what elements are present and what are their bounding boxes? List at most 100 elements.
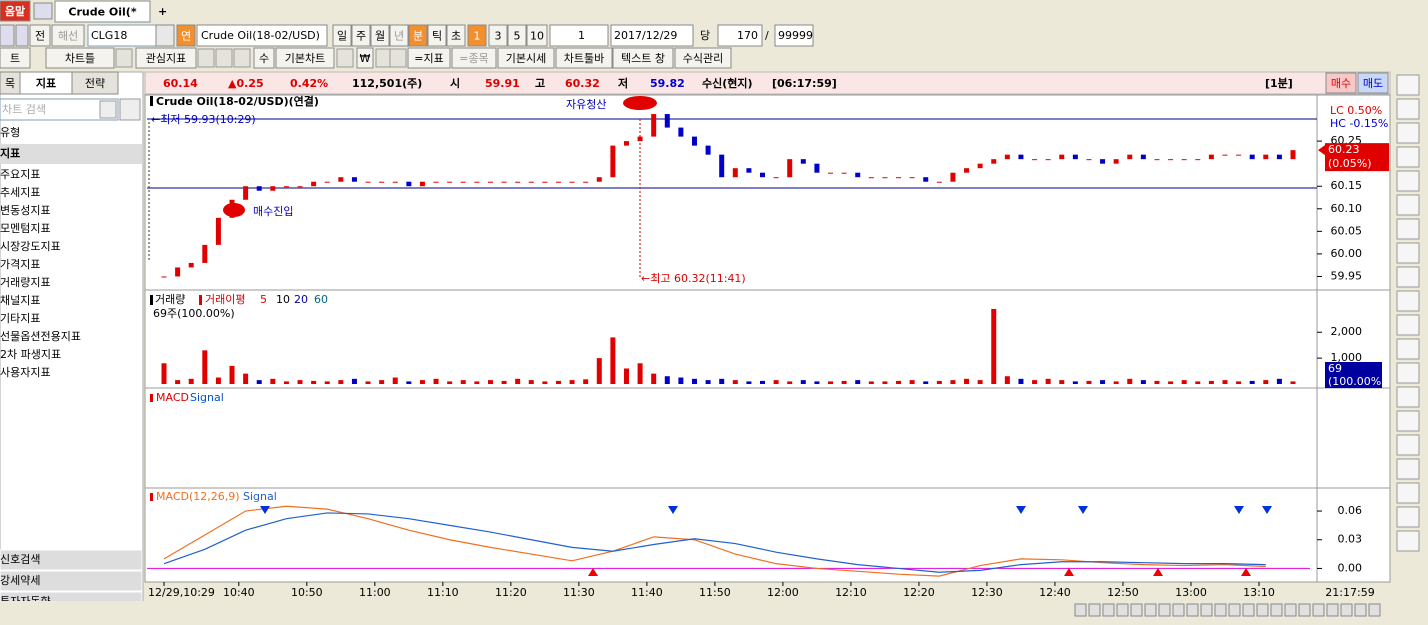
button-label[interactable]: 매도 bbox=[1363, 77, 1383, 90]
tool-button[interactable] bbox=[1396, 170, 1420, 192]
tool-button[interactable] bbox=[1396, 74, 1420, 96]
button-label[interactable]: 월 bbox=[375, 30, 385, 43]
tool-button[interactable] bbox=[1396, 338, 1420, 360]
tool-button[interactable] bbox=[1298, 603, 1311, 617]
icon-button[interactable] bbox=[336, 48, 354, 68]
button-label[interactable]: 5 bbox=[514, 30, 521, 43]
button-label[interactable]: 일 bbox=[337, 29, 347, 43]
label[interactable]: 170 bbox=[737, 29, 758, 42]
icon-button[interactable] bbox=[197, 48, 215, 68]
button-label[interactable]: 트 bbox=[10, 52, 20, 65]
label[interactable]: 차트 검색 bbox=[2, 103, 46, 116]
button-label[interactable]: 틱 bbox=[432, 30, 442, 43]
clear-button[interactable] bbox=[99, 100, 117, 119]
button[interactable] bbox=[0, 0, 31, 22]
tool-button[interactable] bbox=[1158, 603, 1171, 617]
tool-button[interactable] bbox=[1270, 603, 1283, 617]
tool-button[interactable] bbox=[1396, 434, 1420, 456]
tool-button[interactable] bbox=[1396, 458, 1420, 480]
tool-button[interactable] bbox=[1130, 603, 1143, 617]
button-label[interactable]: 전 bbox=[35, 30, 45, 43]
button[interactable] bbox=[407, 47, 451, 69]
sidebar-item[interactable]: 채널지표 bbox=[0, 294, 40, 307]
button-label[interactable]: 연 bbox=[181, 30, 191, 43]
sidebar-item[interactable]: 주요지표 bbox=[0, 168, 40, 181]
sidebar-item[interactable]: 거래량지표 bbox=[0, 276, 51, 289]
button-label[interactable]: 텍스트 창 bbox=[621, 52, 665, 65]
sidebar-item[interactable]: 기타지표 bbox=[0, 312, 40, 325]
sidebar-item[interactable]: 변동성지표 bbox=[0, 204, 51, 217]
button[interactable] bbox=[370, 24, 390, 47]
tool-button[interactable] bbox=[1396, 362, 1420, 384]
icon-button[interactable] bbox=[215, 48, 233, 68]
sidebar-item[interactable]: 유형 bbox=[0, 126, 20, 139]
tool-button[interactable] bbox=[1312, 603, 1325, 617]
tool-button[interactable] bbox=[1396, 98, 1420, 120]
button[interactable] bbox=[135, 47, 197, 69]
icon-button[interactable] bbox=[115, 48, 133, 68]
button-label[interactable]: =종목 bbox=[459, 52, 488, 65]
button[interactable] bbox=[612, 47, 674, 69]
button[interactable] bbox=[356, 47, 374, 69]
tool-button[interactable] bbox=[1396, 122, 1420, 144]
search-icon[interactable] bbox=[155, 24, 175, 47]
button[interactable] bbox=[275, 47, 335, 69]
icon-button[interactable] bbox=[233, 48, 251, 68]
tool-button[interactable] bbox=[1396, 290, 1420, 312]
tool-button[interactable] bbox=[1396, 242, 1420, 264]
button-label[interactable]: 3 bbox=[495, 30, 502, 43]
button[interactable] bbox=[45, 47, 115, 69]
tool-button[interactable] bbox=[1396, 314, 1420, 336]
tool-button[interactable] bbox=[1396, 146, 1420, 168]
tool-button[interactable] bbox=[1396, 218, 1420, 240]
tool-button[interactable] bbox=[1354, 603, 1367, 617]
button-label[interactable]: 주 bbox=[356, 30, 366, 43]
button-label[interactable]: 차트툴바 bbox=[564, 52, 604, 65]
input[interactable] bbox=[774, 24, 814, 47]
button-label[interactable]: ₩ bbox=[360, 52, 371, 65]
label[interactable]: + bbox=[158, 5, 167, 18]
tool-button[interactable] bbox=[1074, 603, 1087, 617]
sidebar-item[interactable]: 추세지표 bbox=[0, 186, 40, 199]
sidebar-section[interactable] bbox=[0, 570, 143, 592]
button[interactable] bbox=[389, 24, 409, 47]
button[interactable] bbox=[71, 71, 119, 95]
button[interactable] bbox=[427, 24, 447, 47]
tool-button[interactable] bbox=[1326, 603, 1339, 617]
tool-button[interactable] bbox=[1116, 603, 1129, 617]
button-label[interactable]: 기본차트 bbox=[285, 52, 325, 65]
tool-button[interactable] bbox=[1200, 603, 1213, 617]
button-label[interactable]: 년 bbox=[394, 30, 404, 43]
date-input[interactable] bbox=[610, 24, 694, 47]
button[interactable] bbox=[507, 24, 527, 47]
button[interactable] bbox=[674, 47, 732, 69]
label[interactable]: 1 bbox=[578, 29, 585, 42]
search-input[interactable] bbox=[0, 98, 119, 121]
button-label[interactable]: 수식관리 bbox=[683, 52, 723, 65]
button-label[interactable]: 옴말 bbox=[5, 5, 25, 18]
tool-button[interactable] bbox=[1284, 603, 1297, 617]
button-label[interactable]: 차트틀 bbox=[65, 52, 95, 65]
tool-button[interactable] bbox=[1144, 603, 1157, 617]
button[interactable] bbox=[467, 24, 487, 47]
button[interactable] bbox=[29, 24, 51, 47]
label[interactable]: 2017/12/29 bbox=[614, 29, 677, 42]
sidebar-item[interactable]: 시장강도지표 bbox=[0, 240, 61, 253]
label[interactable]: Crude Oil(18-02/USD) bbox=[201, 29, 320, 42]
label[interactable]: CLG18 bbox=[91, 29, 127, 42]
label[interactable]: 99999 bbox=[778, 29, 813, 42]
sidebar-section[interactable] bbox=[0, 549, 143, 571]
tool-button[interactable] bbox=[1256, 603, 1269, 617]
button[interactable] bbox=[446, 24, 466, 47]
button[interactable] bbox=[555, 47, 613, 69]
icon-button[interactable] bbox=[389, 48, 407, 68]
sidebar-item[interactable]: 가격지표 bbox=[0, 258, 40, 271]
button[interactable] bbox=[451, 47, 497, 69]
sidebar-item[interactable]: 지표 bbox=[0, 146, 20, 160]
tool-button[interactable] bbox=[1186, 603, 1199, 617]
button[interactable] bbox=[0, 47, 31, 69]
label[interactable]: 신호검색 bbox=[0, 553, 40, 566]
tool-button[interactable] bbox=[1340, 603, 1353, 617]
tool-button[interactable] bbox=[1102, 603, 1115, 617]
button-label[interactable]: 지표 bbox=[36, 76, 56, 90]
